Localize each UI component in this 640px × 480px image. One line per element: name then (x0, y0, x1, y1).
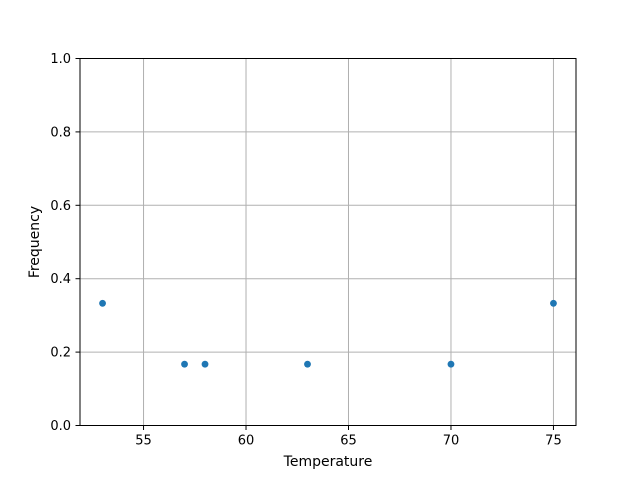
data-point (181, 360, 188, 368)
y-tick-label: 0.8 (50, 125, 71, 140)
x-tick-label: 75 (545, 434, 562, 449)
data-point (447, 360, 455, 368)
y-tick-label: 0.4 (50, 272, 71, 287)
data-point (550, 299, 557, 307)
x-tick-label: 70 (443, 434, 460, 449)
x-tick-label: 65 (340, 434, 357, 449)
x-axis-label: Temperature (283, 454, 373, 470)
spines-layer (79, 58, 577, 426)
x-tick-label: 60 (238, 434, 255, 449)
points-layer (99, 299, 557, 368)
x-tick-label: 55 (135, 434, 152, 449)
y-tick-label: 0.2 (50, 346, 71, 361)
ticks-layer: 55 60 65 70 75 0.0 0.2 0.4 0.6 0.8 1.0 (50, 52, 561, 449)
gridlines-layer (80, 58, 576, 426)
y-tick-label: 1.0 (50, 52, 71, 67)
data-point (99, 299, 106, 307)
data-point (201, 360, 209, 368)
plot-border (79, 58, 577, 426)
y-tick-label: 0.6 (50, 199, 71, 214)
y-tick-label: 0.0 (50, 419, 71, 434)
data-point (304, 360, 311, 368)
y-axis-label: Frequency (27, 206, 43, 278)
